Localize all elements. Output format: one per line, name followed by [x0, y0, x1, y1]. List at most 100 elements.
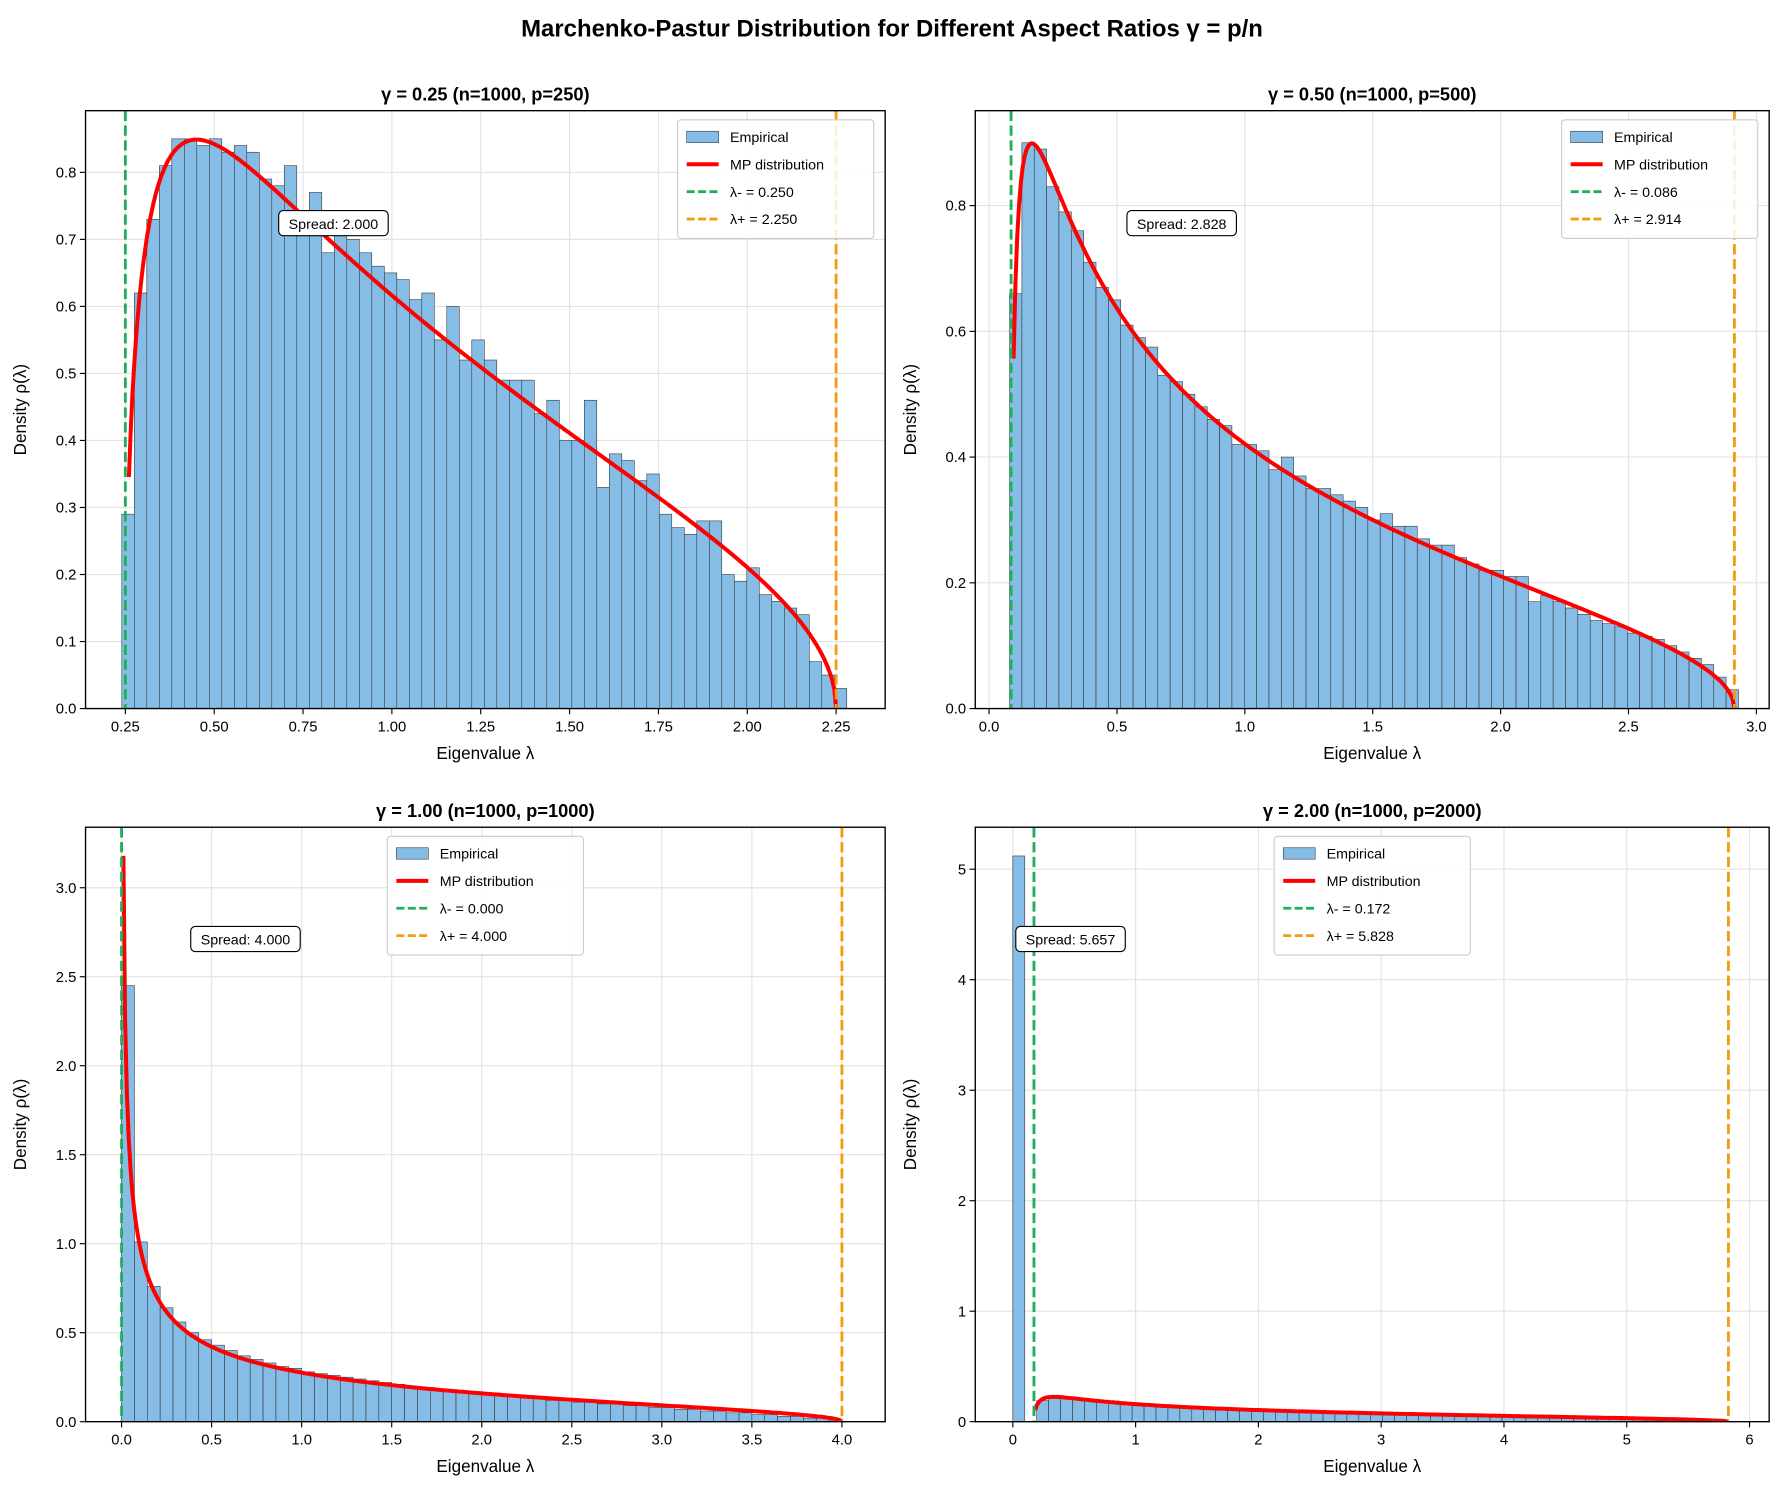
- legend-item-mp: MP distribution: [1614, 157, 1708, 173]
- histogram-bar: [1318, 488, 1332, 709]
- histogram-bar: [1528, 601, 1542, 709]
- histogram-bar: [288, 1368, 302, 1422]
- x-tick-label: 0.0: [979, 719, 1000, 735]
- x-tick-label: 0: [1009, 1433, 1017, 1449]
- histogram-bar: [246, 151, 260, 709]
- mp-curve: [1011, 141, 1737, 709]
- legend-frame: [1273, 835, 1471, 956]
- histogram-bar: [1155, 1405, 1169, 1422]
- histogram-bar: [1602, 623, 1616, 709]
- histogram-bar: [262, 1362, 277, 1422]
- y-tick-label: 0.5: [56, 1326, 77, 1342]
- histogram-bar: [764, 1414, 778, 1422]
- histogram-bar: [808, 661, 823, 709]
- x-tick-label: 2: [1254, 1433, 1262, 1449]
- histogram-bar: [738, 1412, 753, 1422]
- y-tick-label: 0.4: [56, 434, 77, 450]
- histogram-bar: [221, 151, 235, 709]
- histogram-bar: [646, 473, 660, 709]
- histogram-bar: [509, 379, 523, 709]
- histogram-bar: [1565, 607, 1579, 709]
- x-tick-label: 2.0: [471, 1433, 492, 1449]
- histogram-bar: [234, 145, 248, 709]
- histogram-bar: [314, 1373, 328, 1422]
- y-tick-label: 2.0: [56, 1059, 77, 1075]
- y-tick-label: 0: [958, 1415, 966, 1431]
- histogram-bar: [371, 265, 385, 709]
- histogram-bar: [1243, 444, 1257, 709]
- x-tick-label: 3: [1377, 1433, 1385, 1449]
- x-tick-label: 0.75: [289, 719, 318, 735]
- histogram-bar: [1392, 525, 1406, 709]
- histogram-bar: [417, 1387, 431, 1422]
- histogram-bar: [284, 165, 298, 709]
- histogram-bar: [1157, 375, 1171, 709]
- histogram-bar: [1021, 142, 1035, 709]
- histogram-bar: [1071, 230, 1084, 709]
- histogram-bar: [622, 1405, 637, 1422]
- histogram-bar: [1046, 186, 1060, 709]
- histogram-bar: [146, 218, 160, 709]
- histogram-bar: [211, 1344, 225, 1422]
- legend-item-lambda-plus: λ+ = 4.000: [440, 929, 507, 945]
- histogram-bar: [751, 1414, 766, 1422]
- legend-swatch-histogram: [686, 130, 719, 143]
- histogram-bar: [1219, 425, 1233, 709]
- histogram-bar: [1179, 1407, 1193, 1422]
- histogram-bar: [121, 513, 135, 709]
- legend-swatch-histogram: [1570, 130, 1603, 143]
- histogram-bar: [359, 252, 373, 709]
- histogram-bar: [1281, 456, 1294, 709]
- legend-item-lambda-minus: λ- = 0.086: [1614, 185, 1678, 201]
- histogram-bar: [1203, 1408, 1216, 1422]
- histogram-bar: [352, 1378, 367, 1422]
- histogram-bar: [301, 1371, 315, 1422]
- y-axis-label: Density ρ(λ): [11, 1079, 30, 1171]
- y-tick-label: 1: [958, 1304, 966, 1320]
- histogram-bar: [674, 1408, 688, 1422]
- axes-frame: [84, 826, 886, 1423]
- subplot-title: γ = 2.00 (n=1000, p=2000): [1263, 800, 1482, 821]
- subplot-title: γ = 1.00 (n=1000, p=1000): [376, 800, 595, 821]
- histogram-bar: [507, 1396, 521, 1422]
- histogram-bar: [1084, 1400, 1097, 1422]
- histogram-bar: [1072, 1399, 1085, 1422]
- x-tick-label: 0.5: [1107, 719, 1128, 735]
- histogram-bar: [1627, 632, 1640, 709]
- histogram-bar: [1342, 500, 1356, 709]
- y-tick-label: 0.2: [946, 576, 967, 592]
- legend-item-mp: MP distribution: [730, 157, 824, 173]
- subplot-3: 0.0 0.5 1.0 1.5 2.0 2.5 3.0 3.5 4.0 0.0 0.5 1.0 1.5 2…: [11, 800, 886, 1476]
- histogram-bar: [558, 440, 573, 709]
- mp-curve: [121, 855, 844, 1422]
- histogram-bar: [1355, 507, 1369, 709]
- y-tick-label: 1.0: [56, 1237, 77, 1253]
- spread-annotation: Spread: 2.828: [1137, 217, 1227, 233]
- legend-item-empirical: Empirical: [1327, 847, 1386, 863]
- histogram-bar: [409, 299, 423, 709]
- histogram-bar: [521, 379, 535, 709]
- histogram-bar: [1182, 393, 1196, 709]
- histogram-bar: [209, 138, 223, 709]
- y-tick-label: 0.0: [946, 702, 967, 718]
- histogram-bar: [339, 1376, 354, 1422]
- histogram-bar: [1367, 519, 1381, 709]
- y-tick-label: 0.0: [56, 1415, 77, 1431]
- histogram-bar: [783, 607, 798, 709]
- y-tick-label: 0.1: [56, 635, 77, 651]
- histogram-bar: [1145, 346, 1159, 709]
- histogram-bar: [777, 1416, 791, 1422]
- histogram-bar: [1491, 569, 1505, 709]
- legend-item-empirical: Empirical: [730, 130, 789, 146]
- histogram-bar: [198, 1339, 212, 1422]
- histogram-bar: [708, 520, 723, 709]
- histogram-bar: [1227, 1409, 1240, 1422]
- histogram-bar: [159, 1307, 174, 1422]
- spread-annotation-box: [190, 925, 301, 953]
- histogram-bar: [1305, 488, 1319, 709]
- histogram-bar: [481, 1392, 495, 1422]
- histogram-bar: [327, 1375, 341, 1422]
- legend-frame: [386, 835, 585, 956]
- histogram-bar: [1131, 1403, 1145, 1422]
- histogram-bar: [1060, 1398, 1073, 1422]
